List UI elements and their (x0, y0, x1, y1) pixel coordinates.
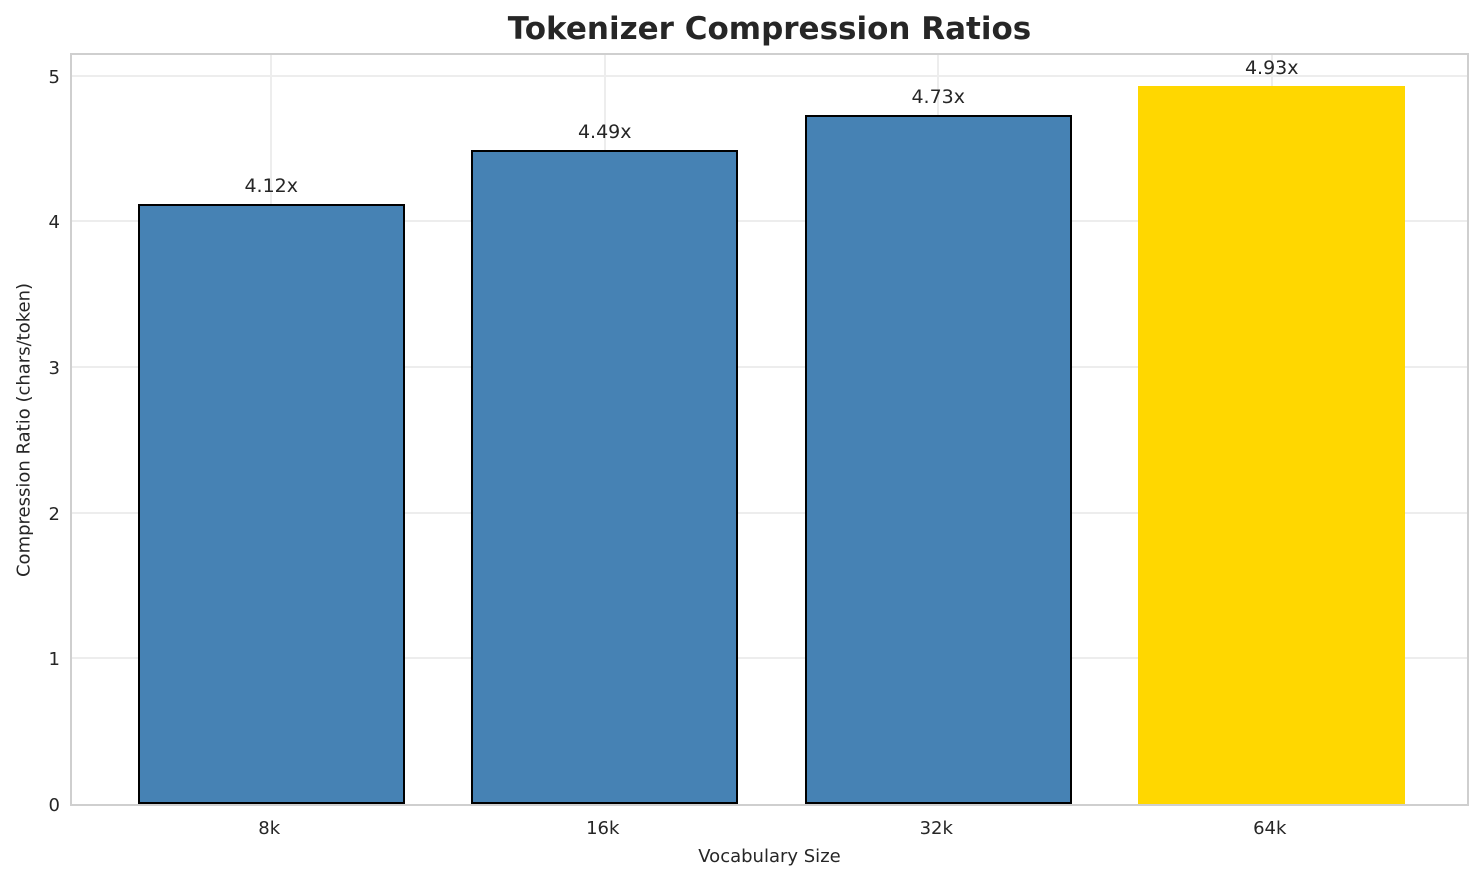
gridline-horizontal (72, 366, 1467, 369)
bar-8k (137, 203, 405, 804)
x-tick-label: 16k (586, 818, 620, 839)
y-tick-label: 5 (48, 66, 60, 88)
y-tick-label: 2 (48, 503, 60, 525)
bar-value-label: 4.73x (911, 86, 966, 109)
plot-area: 4.12x 4.49x 4.73x 4.93x (70, 53, 1469, 806)
gridline-horizontal (72, 220, 1467, 223)
bar-value-label: 4.49x (577, 121, 632, 144)
y-tick-label: 0 (48, 795, 60, 816)
bar-value-label: 4.93x (1244, 56, 1299, 79)
bar-16k (471, 150, 739, 804)
bar-32k (804, 115, 1072, 804)
gridline-horizontal (72, 511, 1467, 514)
x-tick-label: 64k (1253, 818, 1287, 839)
gridline-horizontal (72, 74, 1467, 77)
x-tick-label: 8k (258, 818, 281, 839)
x-axis-label: Vocabulary Size (698, 846, 841, 867)
y-tick-label: 1 (48, 649, 60, 671)
gridline-horizontal (72, 657, 1467, 660)
bar-value-label: 4.12x (244, 174, 299, 197)
y-tick-label: 3 (48, 358, 60, 380)
y-axis-label: Compression Ratio (chars/token) (13, 282, 35, 578)
chart-title: Tokenizer Compression Ratios (507, 11, 1032, 47)
x-tick-label: 32k (919, 818, 953, 839)
bar-64k (1138, 85, 1406, 804)
y-tick-label: 4 (48, 212, 60, 234)
